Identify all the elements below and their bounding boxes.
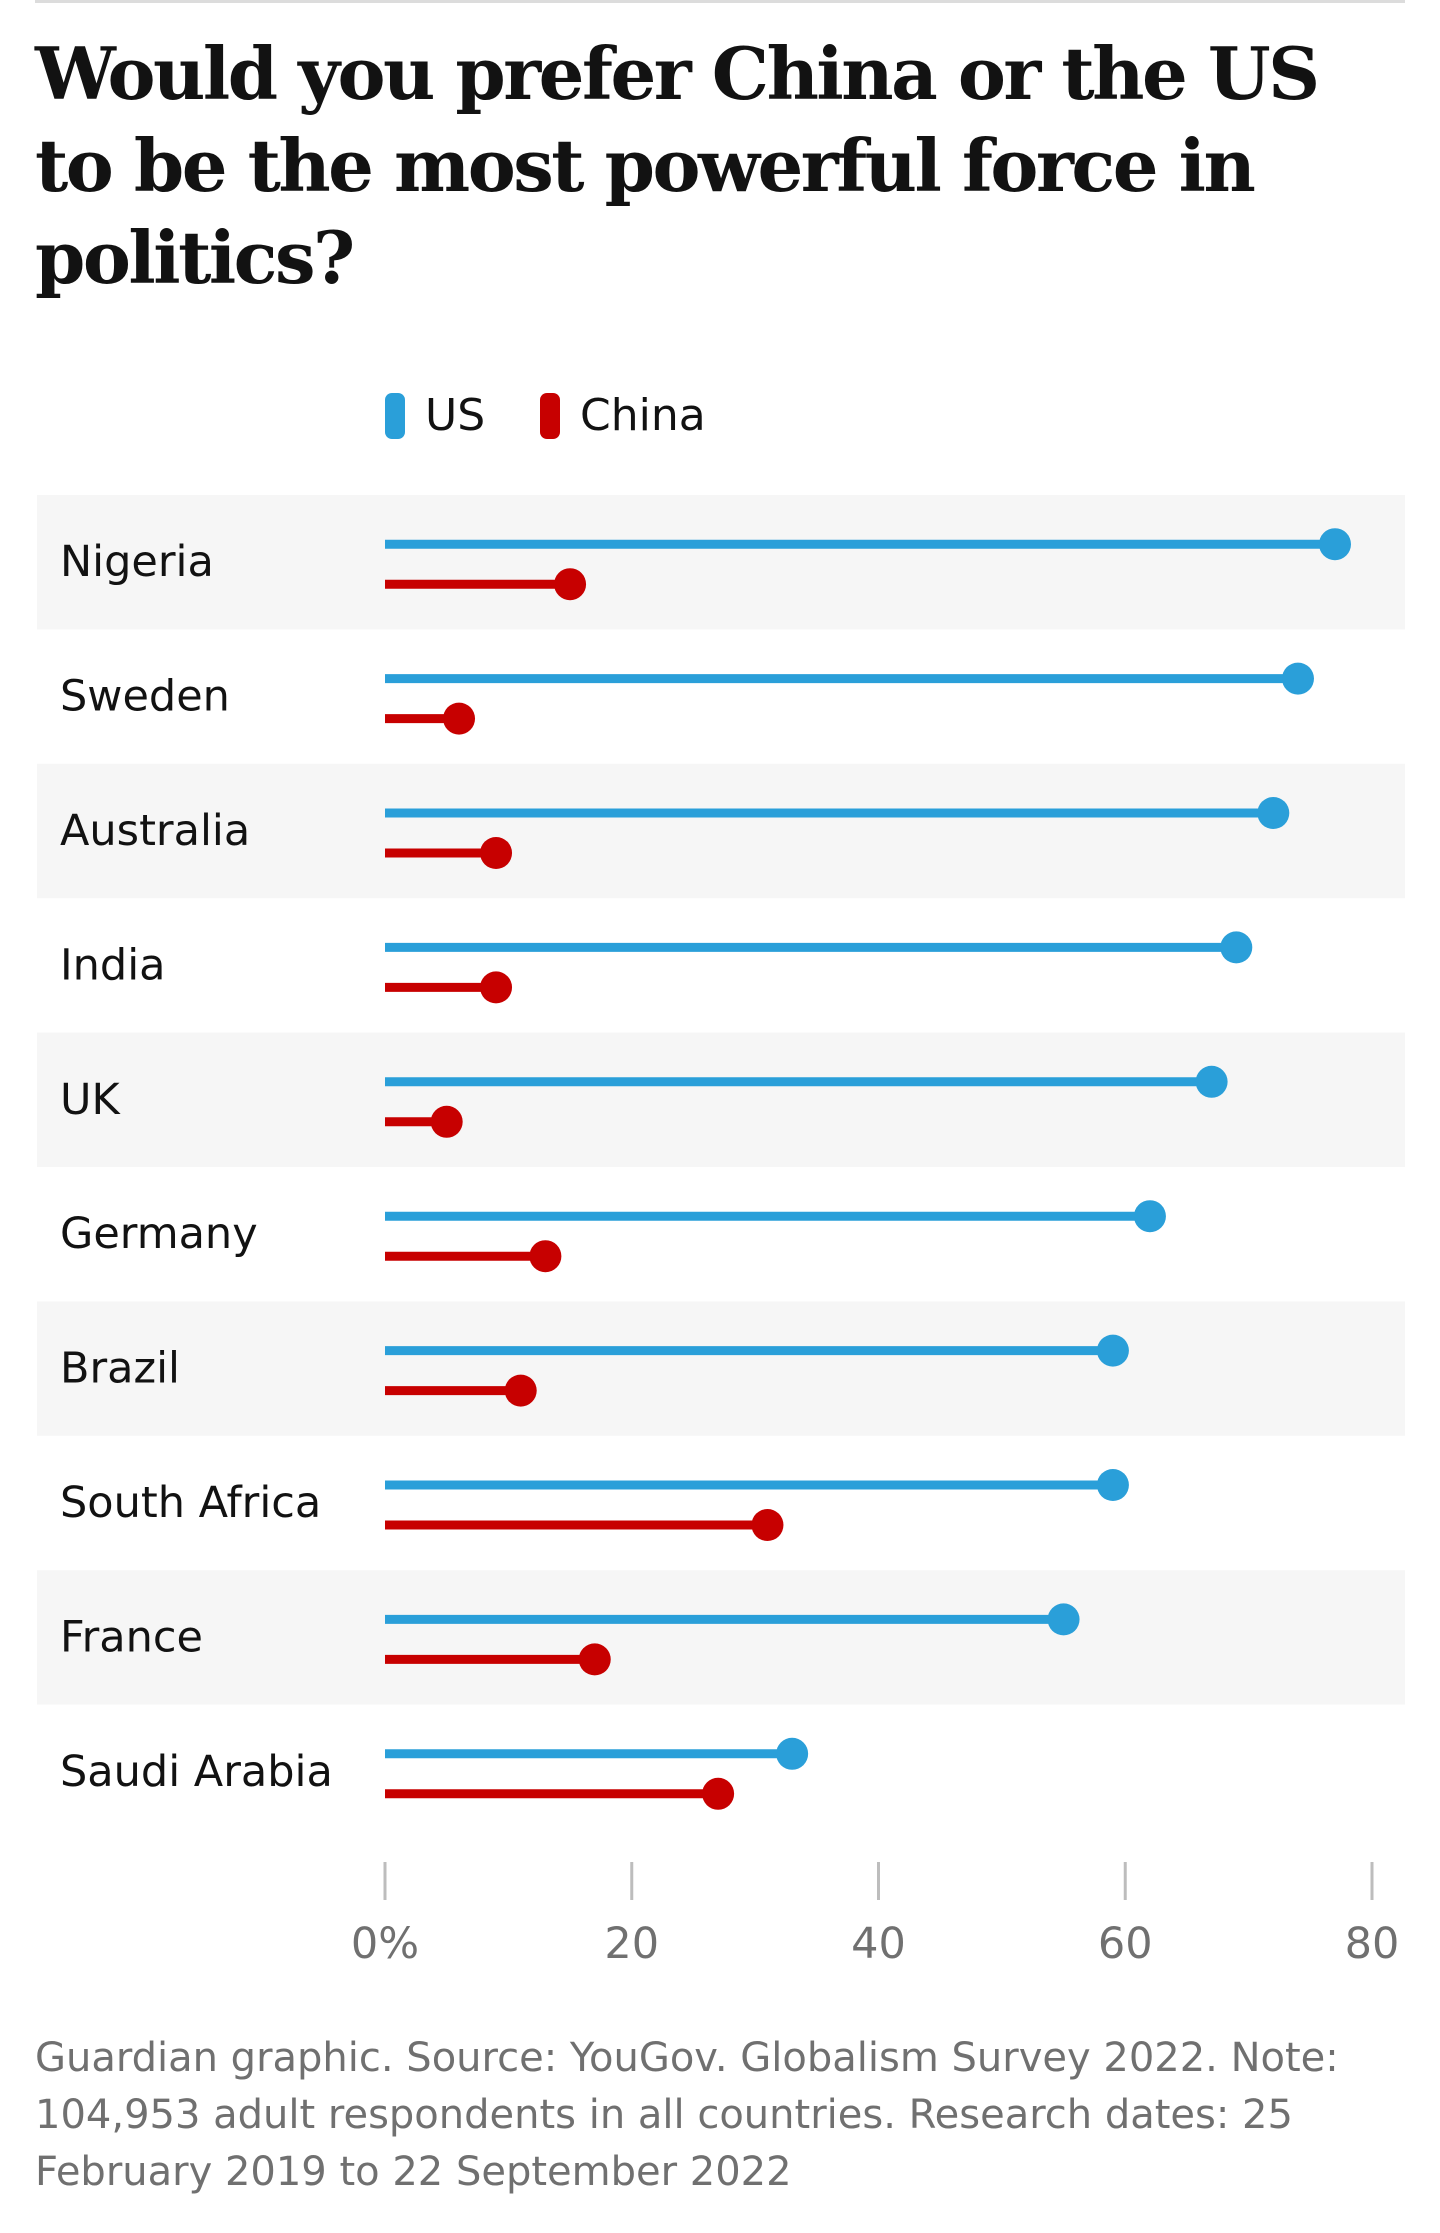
country-labels: Nigeria Sweden Australia India UK Germany Braz… <box>60 537 333 1797</box>
x-tick-label: 0% <box>351 1919 419 1969</box>
legend-label-china: China <box>580 390 706 441</box>
country-label: Nigeria <box>60 537 214 587</box>
bar-dot-china <box>480 837 513 869</box>
x-tick-label: 80 <box>1345 1919 1400 1969</box>
row-band <box>37 1301 1405 1436</box>
bar-dot-us <box>1220 931 1253 964</box>
bar-dot-us <box>1047 1603 1080 1636</box>
row-band <box>37 495 1405 630</box>
row-band <box>37 763 1405 899</box>
row-band <box>37 1032 1405 1167</box>
source-note: Guardian graphic. Source: YouGov. Global… <box>35 2035 1339 2195</box>
x-tick-label: 60 <box>1098 1919 1153 1969</box>
bar-dot-china <box>504 1374 537 1407</box>
bar-dot-us <box>1096 1334 1129 1367</box>
legend-label-us: US <box>425 390 485 441</box>
bar-dot-us <box>1133 1200 1166 1233</box>
bar-dot-us <box>1195 1065 1228 1098</box>
country-label: Brazil <box>60 1344 180 1394</box>
bar-dot-us <box>1096 1469 1129 1501</box>
bars <box>385 528 1351 1810</box>
top-rule <box>35 0 1405 3</box>
legend-swatch-china <box>540 393 560 439</box>
bar-dot-china <box>751 1509 784 1541</box>
bar-dot-china <box>554 568 587 601</box>
country-label: France <box>60 1612 203 1662</box>
legend-swatch-us <box>385 393 405 439</box>
x-tick-label: 20 <box>604 1919 659 1969</box>
bar-dot-china <box>430 1105 463 1138</box>
country-label: South Africa <box>60 1478 321 1528</box>
country-label: India <box>60 940 166 990</box>
country-label: UK <box>60 1075 121 1125</box>
x-axis: 0% 20 40 60 80 <box>351 1862 1399 1969</box>
x-tick-label: 40 <box>851 1919 906 1969</box>
bar-dot-china <box>529 1240 562 1273</box>
country-label: Germany <box>60 1209 258 1259</box>
bar-dot-us <box>1318 528 1351 561</box>
row-bands <box>37 495 1405 1705</box>
country-label: Australia <box>60 806 250 856</box>
bar-dot-china <box>443 702 476 735</box>
legend: US China <box>385 390 706 441</box>
bar-dot-us <box>1281 662 1314 695</box>
bar-dot-china <box>702 1777 735 1810</box>
country-label: Saudi Arabia <box>60 1747 333 1797</box>
bar-dot-china <box>578 1643 611 1676</box>
country-label: Sweden <box>60 672 230 722</box>
bar-dot-us <box>776 1737 809 1770</box>
chart-title: Would you prefer China or the US to be t… <box>35 31 1320 300</box>
bar-dot-china <box>480 971 513 1004</box>
row-band <box>37 1570 1405 1705</box>
bar-dot-us <box>1257 797 1290 829</box>
